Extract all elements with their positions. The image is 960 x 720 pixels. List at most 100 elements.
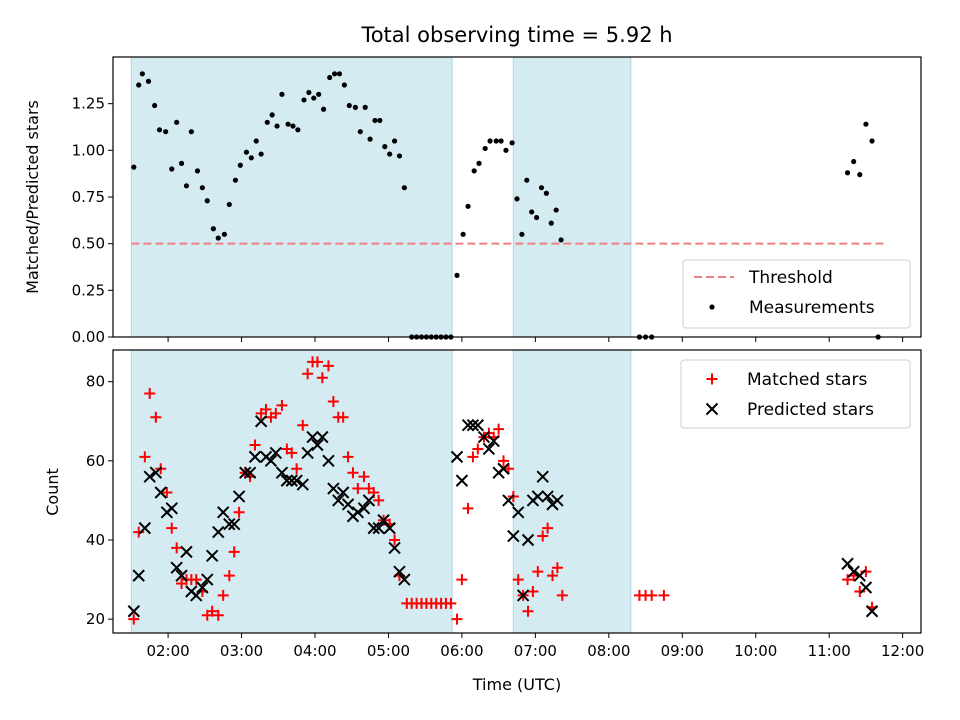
predicted-star-marker [223,517,236,531]
xtick-label: 12:00 [881,642,924,660]
matched-star-marker [445,597,457,609]
measurement-point [188,129,194,135]
measurement-point [232,177,239,183]
legend-predicted-label: Predicted stars [747,400,874,420]
predicted-star-marker [290,474,303,487]
measurement-point [553,207,559,213]
legend-frame [682,259,911,329]
matched-star-marker [311,356,323,368]
predicted-star-marker [516,589,530,602]
measurement-point [311,95,317,101]
measurement-point [131,164,137,170]
matched-star-marker [860,566,872,578]
count-ylabel: Count [43,468,62,516]
measurement-point [331,71,338,77]
predicted-star-marker [531,490,545,503]
matched-star-marker [316,372,328,384]
predicted-star-marker [477,430,491,444]
matched-star-marker [854,585,866,597]
measurement-point [152,102,158,109]
measurement-point [454,272,460,278]
predicted-star-marker [466,418,480,432]
observing-window-1 [130,56,453,338]
measurement-point [341,82,347,88]
matched-star-marker [337,411,349,423]
predicted-star-marker [332,494,345,507]
ytick-label: 0.00 [72,328,105,346]
predicted-star-marker [377,513,390,527]
matched-star-marker [462,502,474,514]
count-xlabel: Time (UTC) [472,675,561,694]
measurement-point [538,185,545,191]
matched-star-marker [276,399,288,411]
legend-measurements-label: Measurements [749,298,875,318]
measurement-point [529,209,535,215]
matched-star-marker [358,471,370,483]
ytick-label: 40 [86,531,105,549]
predicted-star-marker [143,470,156,483]
predicted-star-marker [201,573,214,586]
measurement-point [498,138,504,144]
predicted-star-marker [132,569,145,582]
matched-star-marker [286,447,298,459]
ytick-label: 1.25 [72,95,105,113]
predicted-star-marker [170,561,183,574]
predicted-star-marker [497,462,510,475]
count-panel-frame [112,349,922,634]
matched-star-marker [542,522,554,534]
measurement-point [253,138,259,144]
predicted-star-marker [243,466,257,479]
predicted-star-marker [455,474,469,487]
measurement-point [352,104,358,110]
legend-frame [680,359,911,429]
matched-star-marker [133,526,145,538]
xtick-label: 09:00 [661,642,704,660]
measurement-point [519,231,525,237]
measurement-point [210,226,216,232]
predicted-star-marker [227,517,241,531]
predicted-star-marker [512,506,525,519]
xtick-label: 10:00 [734,642,777,660]
matched-star-marker [322,360,334,372]
legend-matched-swatch [706,373,718,385]
measurement-point [346,102,352,109]
predicted-star-marker [239,466,252,479]
measurement-point [844,170,851,176]
matched-star-marker [206,605,218,617]
matched-star-marker [166,522,178,534]
matched-star-marker [527,585,539,597]
xtick-label: 08:00 [587,642,630,660]
predicted-star-marker [450,450,464,464]
matched-star-marker [556,589,568,601]
predicted-star-marker [367,521,380,535]
matched-star-marker [547,570,559,582]
predicted-star-marker [301,446,314,460]
measurement-point [285,121,291,127]
matched-star-marker [249,439,261,451]
matched-star-marker [139,451,151,463]
measurement-point [396,153,403,159]
measurement-point [362,104,368,110]
measurement-point [357,129,363,135]
measurement-point [194,168,201,174]
predicted-star-marker [280,474,294,487]
predicted-star-marker [196,581,209,594]
predicted-star-marker [232,490,246,503]
ytick-label: 0.75 [72,188,105,206]
legend-measurements-swatch [709,304,715,310]
xtick-label: 05:00 [367,642,410,660]
observing-window-2 [512,56,632,338]
predicted-star-marker [316,430,329,444]
predicted-star-marker [138,521,152,535]
measurement-point [248,155,254,161]
predicted-star-marker [507,529,520,543]
matched-star-marker [472,443,484,455]
predicted-star-marker [551,494,564,507]
matched-star-marker [467,451,479,463]
predicted-star-marker [254,415,268,428]
predicted-star-marker [865,605,879,618]
count-panel: 20 40 60 80 02:00 03:00 04:00 05:00 06:00 07:00 0… [43,349,924,694]
predicted-star-marker [351,506,365,519]
xtick-label: 04:00 [293,642,336,660]
predicted-star-marker [461,418,475,432]
